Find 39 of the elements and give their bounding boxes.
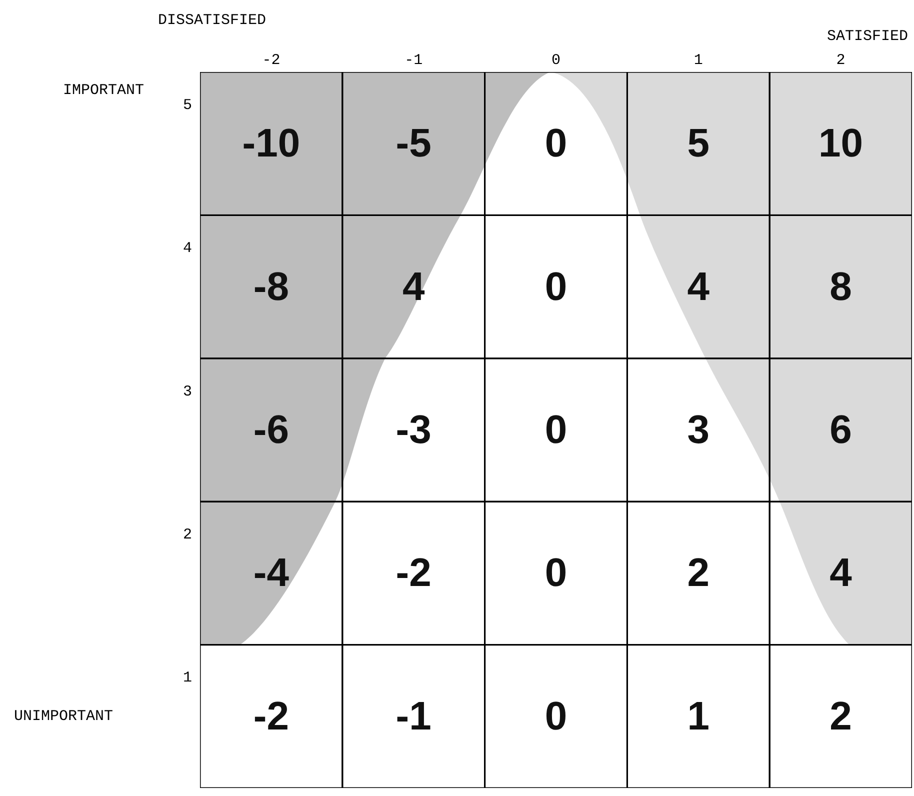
x-tick-label: -1: [404, 52, 423, 69]
data-label: -4: [253, 551, 290, 596]
y-tick-label: 1: [182, 670, 192, 687]
data-label: 5: [687, 122, 710, 166]
y-tick-label: 5: [182, 96, 192, 114]
data-label: 10: [818, 122, 864, 166]
data-label: 4: [687, 264, 710, 309]
data-label: -3: [396, 408, 432, 452]
x-tick-label: 2: [836, 52, 846, 69]
text: IMPORTANT: [63, 82, 144, 99]
data-label: 2: [830, 694, 852, 738]
data-label: -8: [253, 264, 289, 309]
x-tick-label: 0: [551, 52, 561, 69]
data-label: 2: [687, 551, 710, 596]
data-label: 0: [544, 694, 568, 738]
data-label: -1: [396, 694, 432, 738]
data-label: -2: [253, 694, 289, 738]
data-label: -6: [253, 408, 289, 452]
annotation: SATISFIED: [826, 28, 908, 45]
data-label: -5: [396, 122, 432, 166]
data-label: 0: [544, 264, 568, 309]
data-label: -10: [242, 122, 300, 166]
y-tick-label: 4: [182, 240, 192, 258]
y-tick-label: 3: [182, 383, 192, 400]
data-label: 4: [830, 551, 853, 596]
x-tick-label: -2: [262, 52, 280, 69]
data-label: 4: [402, 264, 426, 309]
data-label: 1: [687, 694, 710, 738]
data-label: 8: [830, 264, 852, 309]
data-label: 0: [544, 408, 568, 452]
text: DISSATISFIED: [158, 12, 266, 29]
data-label: -2: [396, 551, 432, 596]
data-label: 0: [544, 122, 568, 166]
data-label: 3: [687, 408, 710, 452]
data-label: 6: [830, 408, 852, 452]
y-tick-label: 2: [182, 526, 192, 544]
data-label: 0: [544, 551, 568, 596]
text: UNIMPORTANT: [14, 708, 114, 726]
x-tick-label: 1: [694, 52, 703, 69]
